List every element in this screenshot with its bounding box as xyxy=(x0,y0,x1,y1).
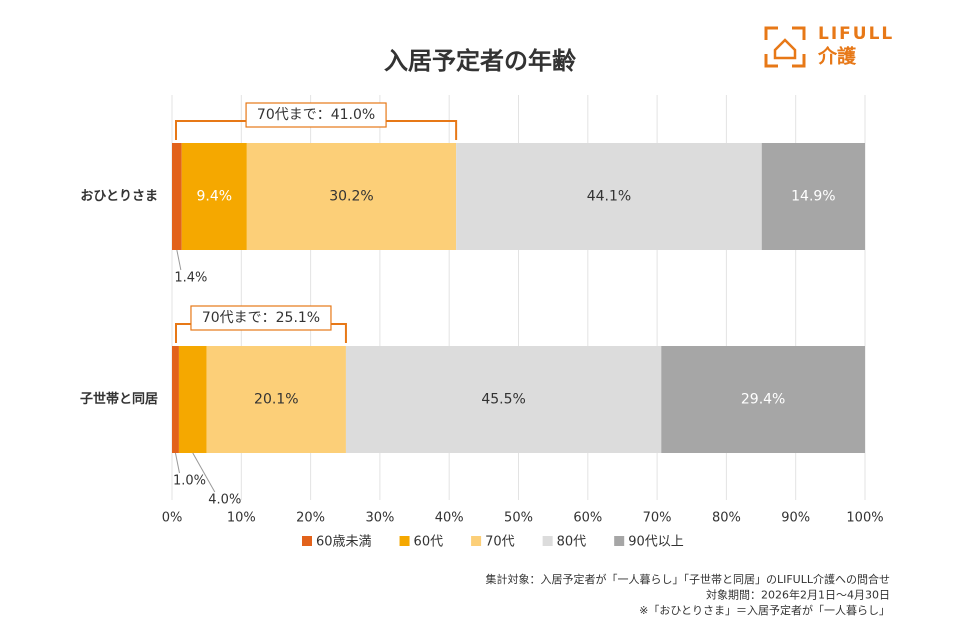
footnote: 集計対象：入居予定者が「一人暮らし」「子世帯と同居」のLIFULL介護への問合せ xyxy=(485,572,890,586)
x-tick-label: 100% xyxy=(846,511,883,526)
chart-title: 入居予定者の年齢 xyxy=(384,47,577,75)
logo-brand: LIFULL xyxy=(818,24,894,44)
value-label: 1.0% xyxy=(173,474,206,489)
value-label: 44.1% xyxy=(587,189,631,205)
bar-segment xyxy=(345,346,662,453)
bar-segment xyxy=(246,143,457,250)
x-tick-label: 0% xyxy=(162,511,183,526)
footnote: 対象期間：2026年2月1日～4月30日 xyxy=(706,588,890,602)
legend-label: 60代 xyxy=(414,535,444,550)
legend-label: 60歳未満 xyxy=(316,535,372,550)
logo-house xyxy=(773,38,797,60)
annotation-label: 70代まで：25.1% xyxy=(202,310,320,326)
bar-segment xyxy=(456,143,762,250)
x-tick-label: 50% xyxy=(504,511,533,526)
legend-swatch xyxy=(302,536,312,546)
value-label: 29.4% xyxy=(741,392,785,408)
value-label: 30.2% xyxy=(329,189,373,205)
value-label: 4.0% xyxy=(208,493,241,508)
bar-segment xyxy=(178,346,207,453)
logo-service: 介護 xyxy=(817,45,857,68)
value-label: 9.4% xyxy=(196,189,232,205)
legend-swatch xyxy=(399,536,410,546)
leader-line xyxy=(192,452,216,493)
legend-label: 70代 xyxy=(485,535,515,550)
bar-segment xyxy=(181,143,247,250)
value-label: 14.9% xyxy=(791,189,835,205)
legend-swatch xyxy=(471,536,482,546)
y-tick-label: おひとりさま xyxy=(80,189,158,204)
x-tick-label: 40% xyxy=(435,511,464,526)
value-label: 20.1% xyxy=(254,392,298,408)
x-tick-label: 60% xyxy=(573,511,602,526)
footnote: ※「おひとりさま」＝入居予定者が「一人暮らし」 xyxy=(639,603,890,617)
logo-frame xyxy=(764,26,806,68)
x-tick-label: 30% xyxy=(365,511,394,526)
x-tick-label: 90% xyxy=(781,511,810,526)
x-tick-label: 70% xyxy=(643,511,672,526)
legend-label: 80代 xyxy=(557,535,587,550)
x-tick-label: 80% xyxy=(712,511,741,526)
legend-label: 90代以上 xyxy=(628,535,684,550)
x-tick-label: 10% xyxy=(227,511,256,526)
legend-swatch xyxy=(614,536,625,546)
annotation-box xyxy=(245,102,387,128)
leader-line xyxy=(176,249,182,271)
y-tick-label: 子世帯と同居 xyxy=(80,391,158,407)
value-label: 45.5% xyxy=(481,392,525,408)
bar-segment xyxy=(661,346,865,453)
annotation-box xyxy=(190,305,332,331)
logo: LIFULL 介護 xyxy=(764,24,894,68)
bar-segment xyxy=(206,346,346,453)
x-tick-label: 20% xyxy=(296,511,325,526)
legend-swatch xyxy=(542,536,553,546)
leader-line xyxy=(174,452,180,474)
bar-segment xyxy=(172,143,182,250)
value-label: 1.4% xyxy=(174,271,207,286)
bar-segment xyxy=(172,346,179,453)
bar-segment xyxy=(761,143,865,250)
annotation-label: 70代まで：41.0% xyxy=(257,107,375,123)
